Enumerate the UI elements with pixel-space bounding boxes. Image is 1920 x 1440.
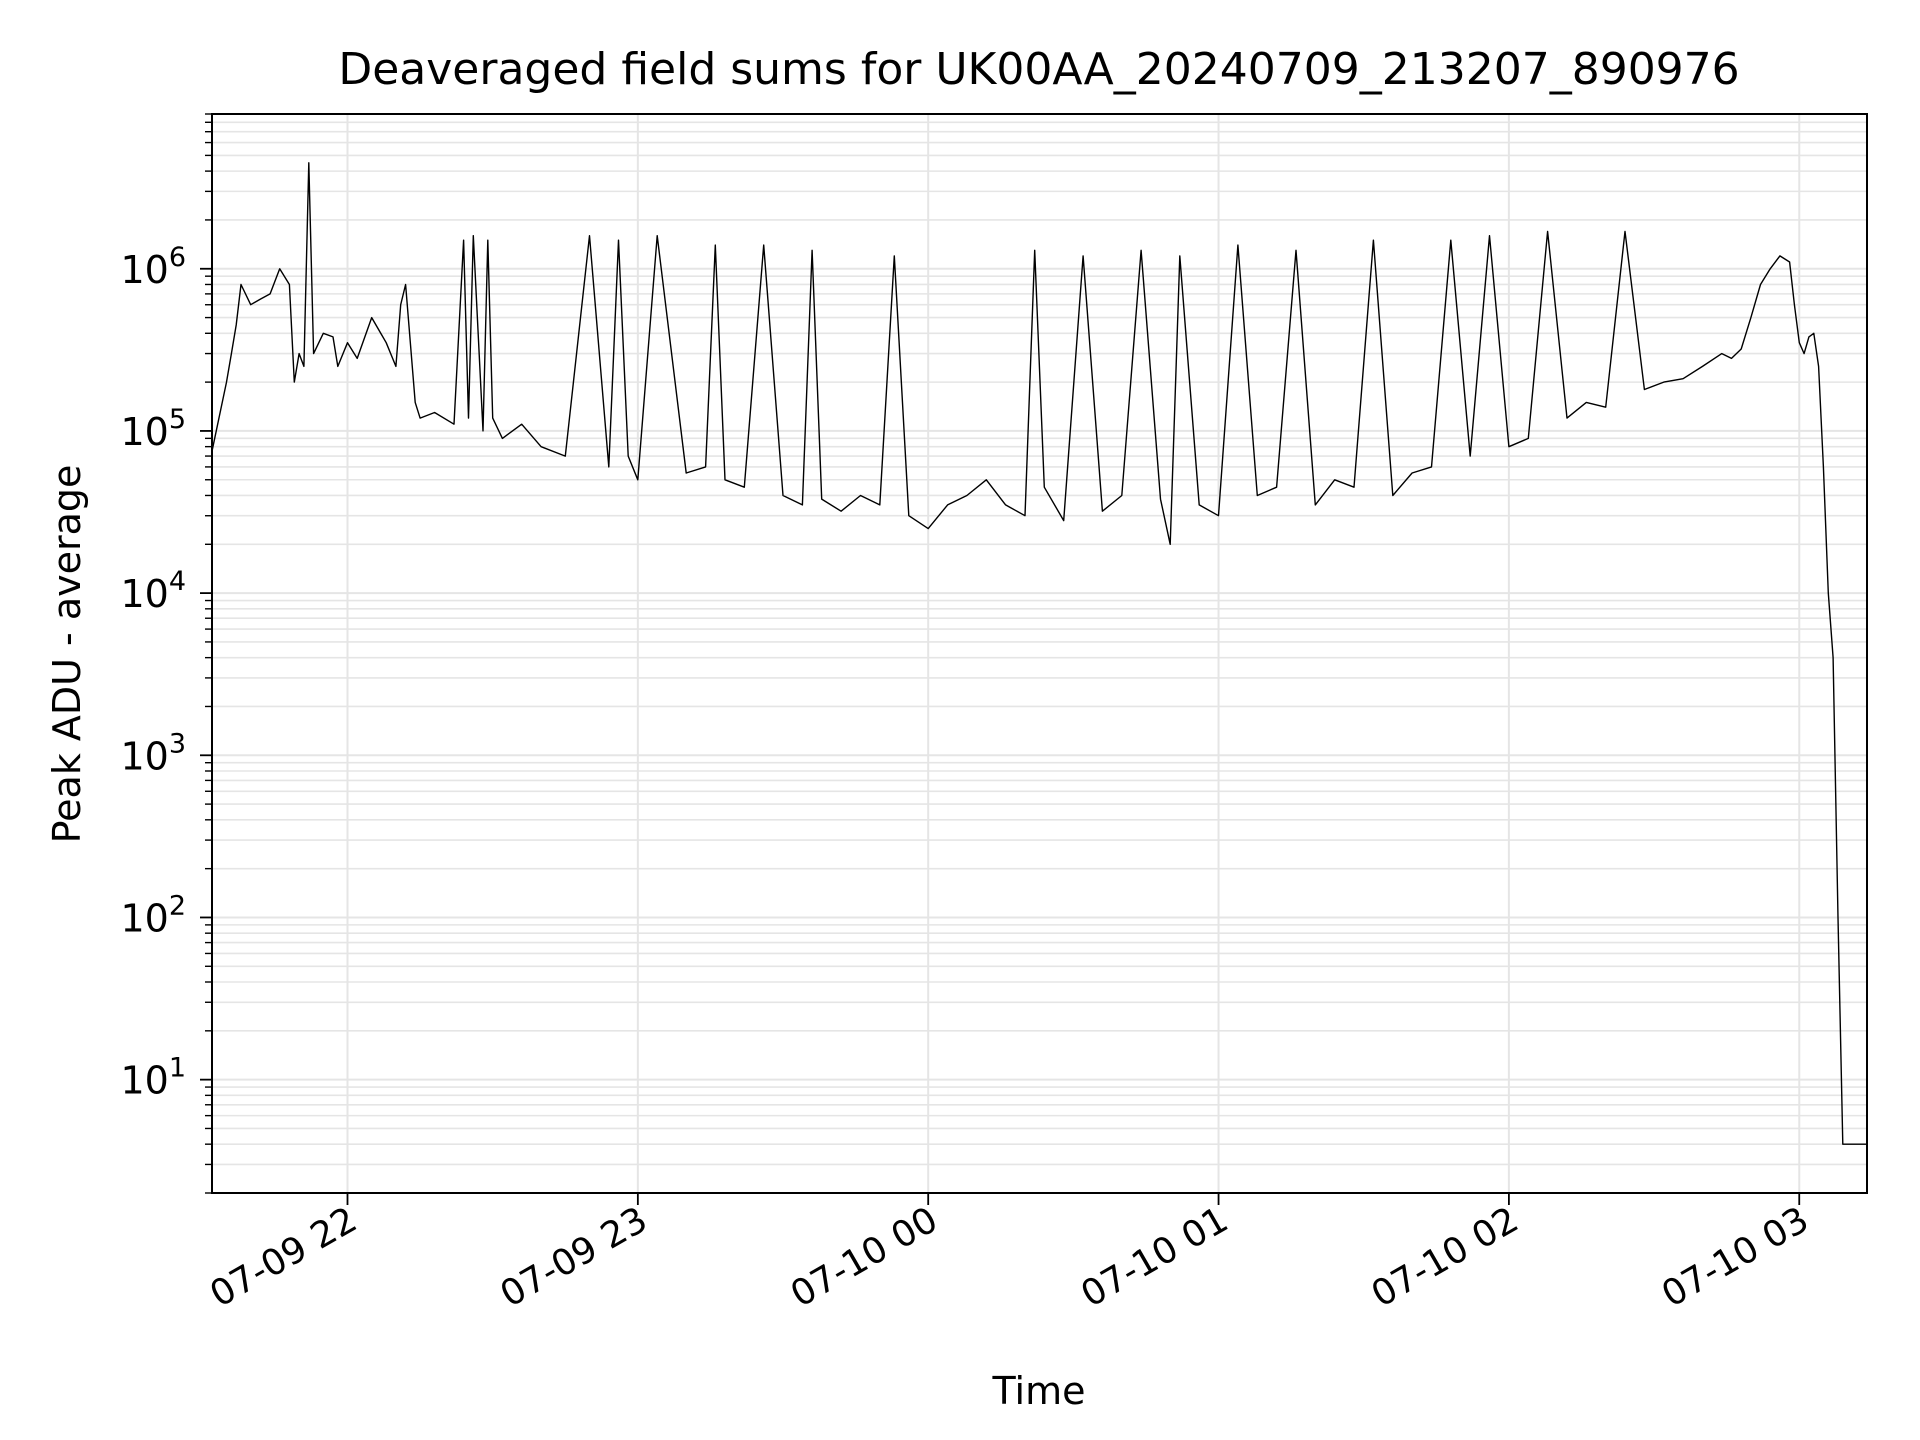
y-tick-label: 104 bbox=[120, 566, 186, 616]
x-axis-label: Time bbox=[992, 1369, 1086, 1413]
y-tick-label: 103 bbox=[120, 728, 186, 778]
y-tick-label: 101 bbox=[120, 1053, 186, 1103]
data-series-line bbox=[211, 162, 1867, 1145]
y-tick-label: 105 bbox=[120, 404, 186, 454]
y-tick-label: 102 bbox=[120, 890, 186, 940]
grid bbox=[212, 113, 1867, 1194]
plot-frame bbox=[211, 113, 1868, 1194]
y-tick-label: 106 bbox=[120, 242, 186, 292]
y-axis: 101 102 103 104 105 106 bbox=[120, 113, 212, 1194]
y-axis-label: Peak ADU - average bbox=[45, 465, 89, 844]
chart-title: Deaveraged field sums for UK00AA_2024070… bbox=[338, 44, 1739, 95]
